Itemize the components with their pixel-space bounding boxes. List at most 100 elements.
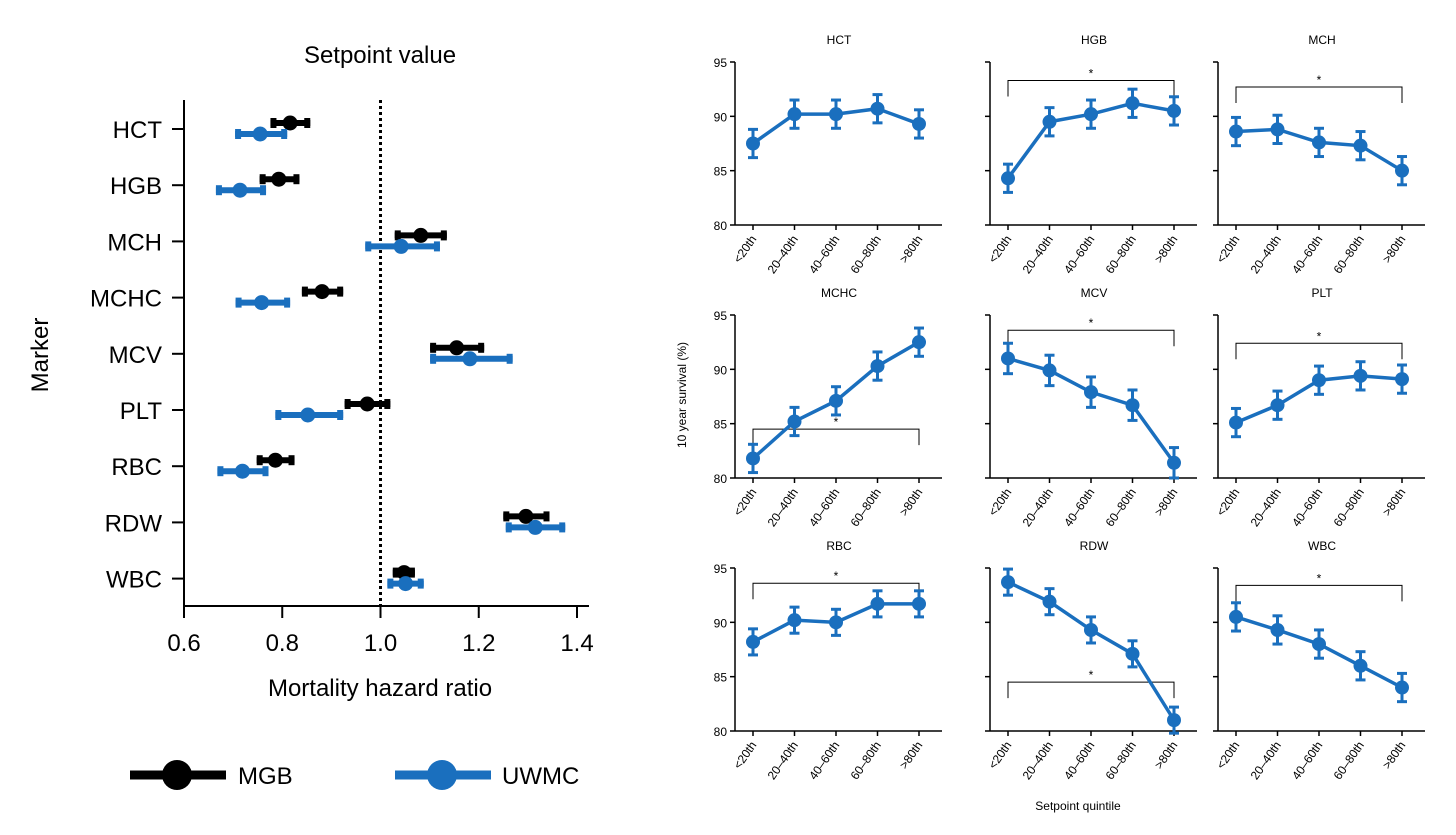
- point-mgb: [359, 396, 375, 412]
- panel-y-tick-label: 85: [714, 165, 728, 179]
- significance-marker: *: [1317, 571, 1322, 585]
- survival-line: [1007, 356, 1176, 464]
- panel-x-tick-label: >80th: [897, 739, 926, 772]
- survival-point: [1353, 658, 1368, 673]
- significance-marker: *: [1317, 73, 1322, 87]
- forest-category-label: HCT: [113, 117, 163, 144]
- panel-y-tick-label: 95: [714, 56, 728, 70]
- panel-x-tick-label: >80th: [897, 233, 926, 266]
- survival-point: [1167, 103, 1181, 118]
- survival-point: [1167, 713, 1181, 728]
- panel-x-tick-label: 20–40th: [1248, 739, 1284, 783]
- significance-bracket: [1007, 681, 1175, 699]
- legend-label-mgb: MGB: [238, 763, 293, 790]
- forest-category-label: WBC: [106, 567, 162, 594]
- survival-point: [829, 393, 843, 408]
- panel-x-tick-label: >80th: [1152, 233, 1181, 266]
- point-mgb: [449, 340, 465, 356]
- panel-y-tick-label: 90: [714, 363, 728, 377]
- survival-point: [1125, 646, 1140, 661]
- panel-x-tick-label: 40–60th: [1289, 739, 1325, 783]
- forest-category-label: RDW: [105, 510, 163, 537]
- significance-marker: *: [1317, 329, 1322, 343]
- survival-point: [746, 634, 760, 649]
- survival-point: [829, 107, 843, 122]
- panel-x-tick-label: 40–60th: [1061, 486, 1097, 530]
- panel-y-tick-label: 80: [714, 472, 728, 486]
- survival-point: [1312, 373, 1326, 388]
- survival-point: [1270, 398, 1285, 413]
- panel-x-tick-label: 60–80th: [1103, 486, 1139, 530]
- forest-x-tick-label: 1.2: [462, 630, 495, 657]
- forest-ylabel: Marker: [27, 318, 54, 393]
- panel-x-tick-label: 20–40th: [1020, 739, 1056, 783]
- panel-y-tick-label: 95: [714, 309, 728, 323]
- significance-bracket: [1235, 86, 1403, 103]
- panel-y-tick-label: 80: [714, 219, 728, 233]
- survival-point: [1395, 680, 1409, 695]
- survival-point: [1229, 415, 1243, 430]
- significance-marker: *: [834, 569, 839, 583]
- survival-point: [787, 107, 802, 122]
- forest-category-label: MCV: [109, 342, 162, 369]
- survival-point: [1084, 107, 1098, 122]
- significance-marker: *: [1089, 66, 1094, 80]
- panel-x-tick-label: 40–60th: [806, 486, 842, 530]
- survival-point: [787, 613, 802, 628]
- significance-bracket: [1235, 584, 1403, 602]
- forest-category-label: RBC: [111, 454, 162, 481]
- panel-y-tick-label: 95: [714, 562, 728, 576]
- panel-x-tick-label: 60–80th: [848, 739, 884, 783]
- panel-x-tick-label: 20–40th: [1020, 486, 1056, 530]
- forest-title: Setpoint value: [304, 42, 456, 69]
- survival-line: [1007, 580, 1176, 722]
- forest-x-tick-label: 0.6: [167, 630, 200, 657]
- survival-point: [1125, 96, 1140, 111]
- panel-x-tick-label: >80th: [1152, 486, 1181, 519]
- point-uwmc: [234, 463, 250, 479]
- panel-x-tick-label: <20th: [731, 486, 760, 519]
- panel-x-tick-label: 20–40th: [1020, 233, 1056, 277]
- panel-title: WBC: [1308, 539, 1336, 553]
- panel-x-tick-label: 20–40th: [765, 233, 801, 277]
- panel-x-tick-label: >80th: [1152, 739, 1181, 772]
- panel-title: MCH: [1308, 33, 1335, 47]
- forest-category-label: MCH: [107, 229, 162, 256]
- panel-x-tick-label: 60–80th: [1331, 739, 1367, 783]
- panel-x-tick-label: <20th: [1214, 739, 1243, 772]
- panel-x-tick-label: 20–40th: [1248, 233, 1284, 277]
- significance-bracket: [1007, 79, 1175, 97]
- panel-x-tick-label: <20th: [986, 486, 1015, 519]
- panel-title: RBC: [826, 539, 852, 553]
- panel-title: PLT: [1311, 286, 1333, 300]
- survival-point: [1125, 398, 1140, 413]
- survival-point: [1229, 609, 1243, 624]
- panel-x-tick-label: 20–40th: [765, 739, 801, 783]
- survival-point: [1312, 135, 1326, 150]
- point-uwmc: [252, 126, 268, 142]
- legend-label-uwmc: UWMC: [502, 763, 579, 790]
- panel-y-tick-label: 80: [714, 725, 728, 739]
- significance-bracket: [1235, 342, 1403, 360]
- survival-point: [1001, 575, 1015, 590]
- survival-point: [870, 101, 885, 116]
- survival-point: [1395, 163, 1409, 178]
- panel-x-tick-label: 40–60th: [806, 739, 842, 783]
- panel-x-tick-label: <20th: [986, 233, 1015, 266]
- survival-point: [912, 116, 926, 131]
- survival-point: [829, 615, 843, 630]
- legend-marker-mgb: [162, 760, 192, 790]
- survival-point: [912, 596, 926, 611]
- forest-xlabel: Mortality hazard ratio: [268, 675, 492, 702]
- survival-point: [870, 359, 885, 374]
- point-uwmc: [398, 576, 414, 592]
- point-mgb: [282, 115, 298, 131]
- panel-x-tick-label: >80th: [897, 486, 926, 519]
- panel-x-tick-label: 60–80th: [1103, 739, 1139, 783]
- panel-x-tick-label: 60–80th: [848, 233, 884, 277]
- panel-title: MCV: [1081, 286, 1108, 300]
- forest-x-tick-label: 1.4: [560, 630, 593, 657]
- panel-title: HGB: [1081, 33, 1107, 47]
- point-uwmc: [254, 295, 270, 311]
- significance-bracket: [752, 428, 920, 446]
